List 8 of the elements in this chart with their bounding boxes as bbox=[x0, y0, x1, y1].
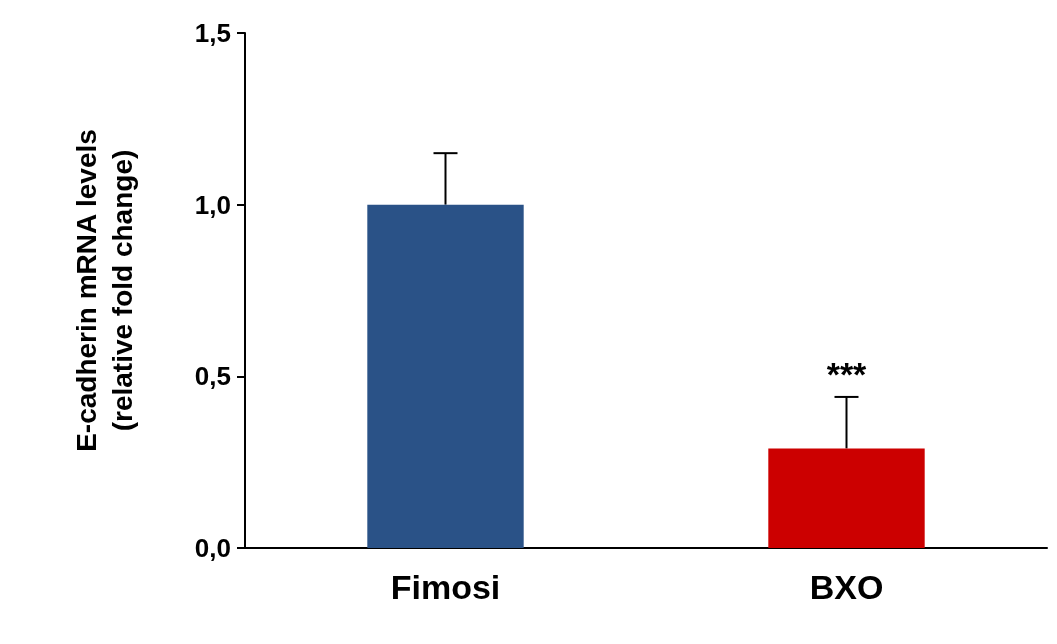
x-tick-label: BXO bbox=[809, 568, 884, 606]
y-tick-label: 1,5 bbox=[194, 18, 231, 48]
x-tick-label: Fimosi bbox=[390, 568, 501, 606]
y-tick-label: 0,5 bbox=[194, 361, 231, 392]
annotation: *** bbox=[826, 354, 868, 393]
y-axis-title: E-cadherin mRNA levels (relative fold change) bbox=[70, 129, 138, 452]
y-tick-label: 0,0 bbox=[194, 533, 231, 563]
y-tick-label: 1,0 bbox=[194, 189, 231, 220]
